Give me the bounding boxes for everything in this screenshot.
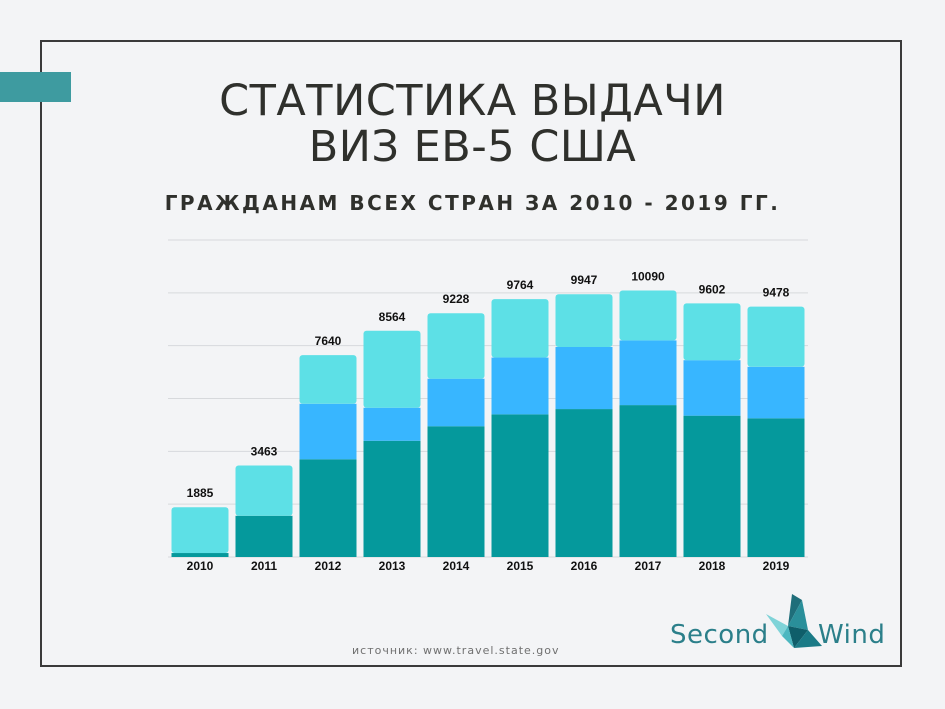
x-tick-label: 2017	[635, 559, 662, 573]
origami-bird-icon	[766, 594, 822, 648]
x-tick-label: 2013	[379, 559, 406, 573]
title-line-1: СТАТИСТИКА ВЫДАЧИ	[219, 76, 726, 126]
x-tick-label: 2019	[763, 559, 790, 573]
page-title: СТАТИСТИКА ВЫДАЧИ ВИЗ EB-5 США	[0, 78, 945, 170]
data-label: 8564	[379, 310, 406, 324]
data-label: 9602	[699, 282, 726, 296]
bar-segment	[747, 306, 805, 367]
bar-segment	[619, 290, 677, 341]
bar-segment	[299, 355, 357, 404]
logo-text-second: Second	[670, 620, 769, 650]
bar-segment	[491, 299, 549, 358]
bar-segment	[235, 465, 293, 516]
bar-segment	[555, 409, 613, 557]
data-label: 7640	[315, 334, 342, 348]
bar-segment	[299, 459, 357, 557]
bar-segment	[427, 378, 485, 427]
title-line-2: ВИЗ EB-5 США	[308, 122, 637, 172]
bar-segment	[427, 426, 485, 557]
bar-segment	[491, 414, 549, 557]
bar-segment	[555, 346, 613, 410]
data-label: 9764	[507, 278, 534, 292]
page-frame	[40, 40, 902, 667]
bar-segment	[491, 357, 549, 415]
bar-segment	[363, 440, 421, 557]
data-label: 9228	[443, 292, 470, 306]
data-label: 9478	[763, 286, 790, 300]
accent-tab	[0, 72, 71, 102]
x-tick-label: 2010	[187, 559, 214, 573]
second-wind-logo: Second Wind	[666, 590, 896, 660]
x-tick-label: 2014	[443, 559, 470, 573]
data-label: 10090	[631, 269, 665, 283]
data-label: 3463	[251, 445, 278, 459]
x-tick-label: 2016	[571, 559, 598, 573]
x-tick-label: 2015	[507, 559, 534, 573]
bar-segment	[427, 313, 485, 379]
bar-segment	[619, 340, 677, 406]
bar-segment	[363, 407, 421, 441]
bar-segment	[683, 303, 741, 361]
bar-segment	[747, 418, 805, 557]
bar-segment	[619, 405, 677, 557]
logo-text-wind: Wind	[818, 620, 886, 650]
bar-segment	[683, 415, 741, 557]
data-label: 9947	[571, 273, 598, 287]
bar-segment	[171, 507, 229, 554]
bar-segment	[747, 366, 805, 419]
source-note: источник: www.travel.state.gov	[352, 644, 560, 657]
bar-segment	[683, 360, 741, 416]
bar-segment	[363, 330, 421, 408]
x-tick-label: 2011	[251, 559, 277, 573]
bar-segment	[555, 294, 613, 347]
bar-segment	[171, 553, 229, 557]
bar-segment	[299, 403, 357, 460]
bar-segment	[235, 515, 293, 557]
x-tick-label: 2018	[699, 559, 726, 573]
data-label: 1885	[187, 486, 214, 500]
x-tick-label: 2012	[315, 559, 342, 573]
page-subtitle: ГРАЖДАНАМ ВСЕХ СТРАН ЗА 2010 - 2019 ГГ.	[164, 191, 781, 215]
